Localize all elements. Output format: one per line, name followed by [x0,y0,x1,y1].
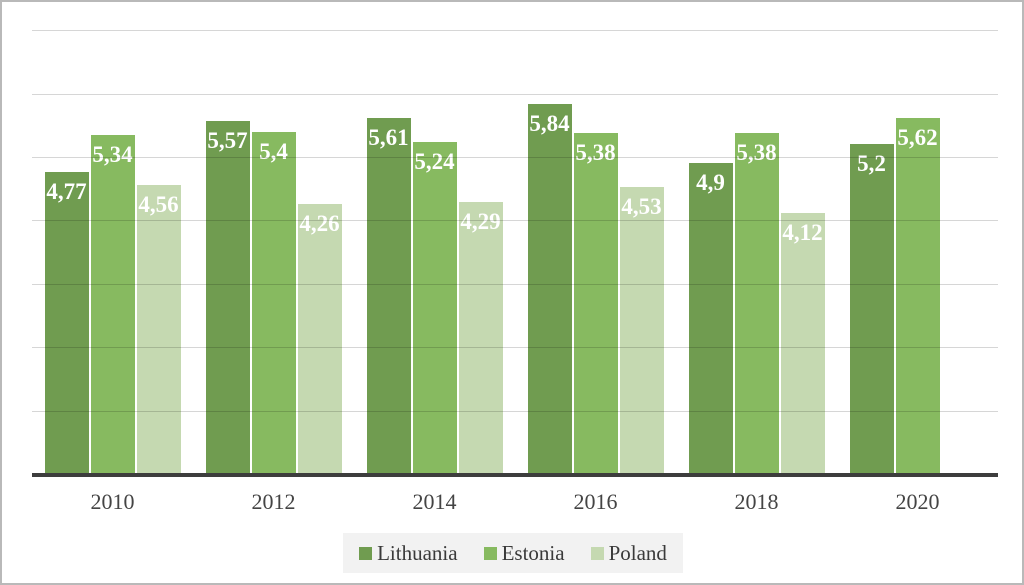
gridline-3 [32,284,998,285]
legend: Lithuania Estonia Poland [343,533,683,573]
bar-value-label: 5,38 [575,140,616,165]
x-axis-tick-2020: 2020 [895,489,940,514]
bar-value-label: 4,26 [299,211,340,236]
gridline-6 [32,94,998,95]
bar-estonia-2020: 5,62 [895,118,940,474]
bar-estonia-2012: 5,4 [251,132,296,474]
gridline-7 [32,30,998,31]
bar-value-label: 5,4 [259,139,288,164]
bar-lithuania-2016: 5,84 [527,104,572,474]
bar-poland-2018: 4,12 [780,213,825,474]
bar-lithuania-2014: 5,61 [366,118,411,474]
bar-value-label: 5,57 [207,128,248,153]
gridline-2 [32,347,998,348]
bar-value-label: 5,38 [736,140,777,165]
bar-value-label: 4,53 [621,194,662,219]
x-axis-tick-2018: 2018 [734,489,779,514]
gridline-4 [32,220,998,221]
legend-item-poland: Poland [590,540,667,566]
legend-label: Estonia [501,540,565,565]
bar-estonia-2018: 5,38 [734,133,779,474]
bar-value-label: 5,34 [92,142,133,167]
bar-estonia-2010: 5,34 [90,135,135,474]
legend-swatch-icon [483,546,497,560]
legend-swatch-icon [590,546,604,560]
bar-estonia-2014: 5,24 [412,142,457,474]
x-axis-tick-2012: 2012 [251,489,296,514]
legend-item-estonia: Estonia [483,540,565,566]
bar-value-label: 5,62 [897,125,938,150]
bar-lithuania-2020: 5,2 [849,144,894,474]
bar-value-label: 5,24 [414,149,455,174]
bar-value-label: 4,9 [696,170,725,195]
bar-value-label: 4,29 [460,209,501,234]
gridline-5 [32,157,998,158]
bar-value-label: 4,12 [782,220,823,245]
legend-swatch-icon [359,546,373,560]
bar-poland-2012: 4,26 [297,204,342,474]
gridline-1 [32,411,998,412]
x-axis-line [32,473,998,477]
x-axis-tick-2016: 2016 [573,489,618,514]
legend-label: Poland [608,540,667,565]
bar-lithuania-2018: 4,9 [688,163,733,474]
bar-lithuania-2012: 5,57 [205,121,250,474]
bar-value-label: 4,56 [138,192,179,217]
bar-poland-2014: 4,29 [458,202,503,474]
bar-value-label: 5,84 [529,111,570,136]
legend-item-lithuania: Lithuania [359,540,458,566]
bar-value-label: 4,77 [46,179,87,204]
x-axis-tick-2010: 2010 [90,489,135,514]
bar-estonia-2016: 5,38 [573,133,618,474]
x-axis-tick-2014: 2014 [412,489,457,514]
bar-poland-2016: 4,53 [619,187,664,474]
bar-lithuania-2010: 4,77 [44,172,89,474]
legend-label: Lithuania [377,540,458,565]
bar-poland-2010: 4,56 [136,185,181,474]
bar-value-label: 5,2 [857,151,886,176]
bar-value-label: 5,61 [368,125,409,150]
